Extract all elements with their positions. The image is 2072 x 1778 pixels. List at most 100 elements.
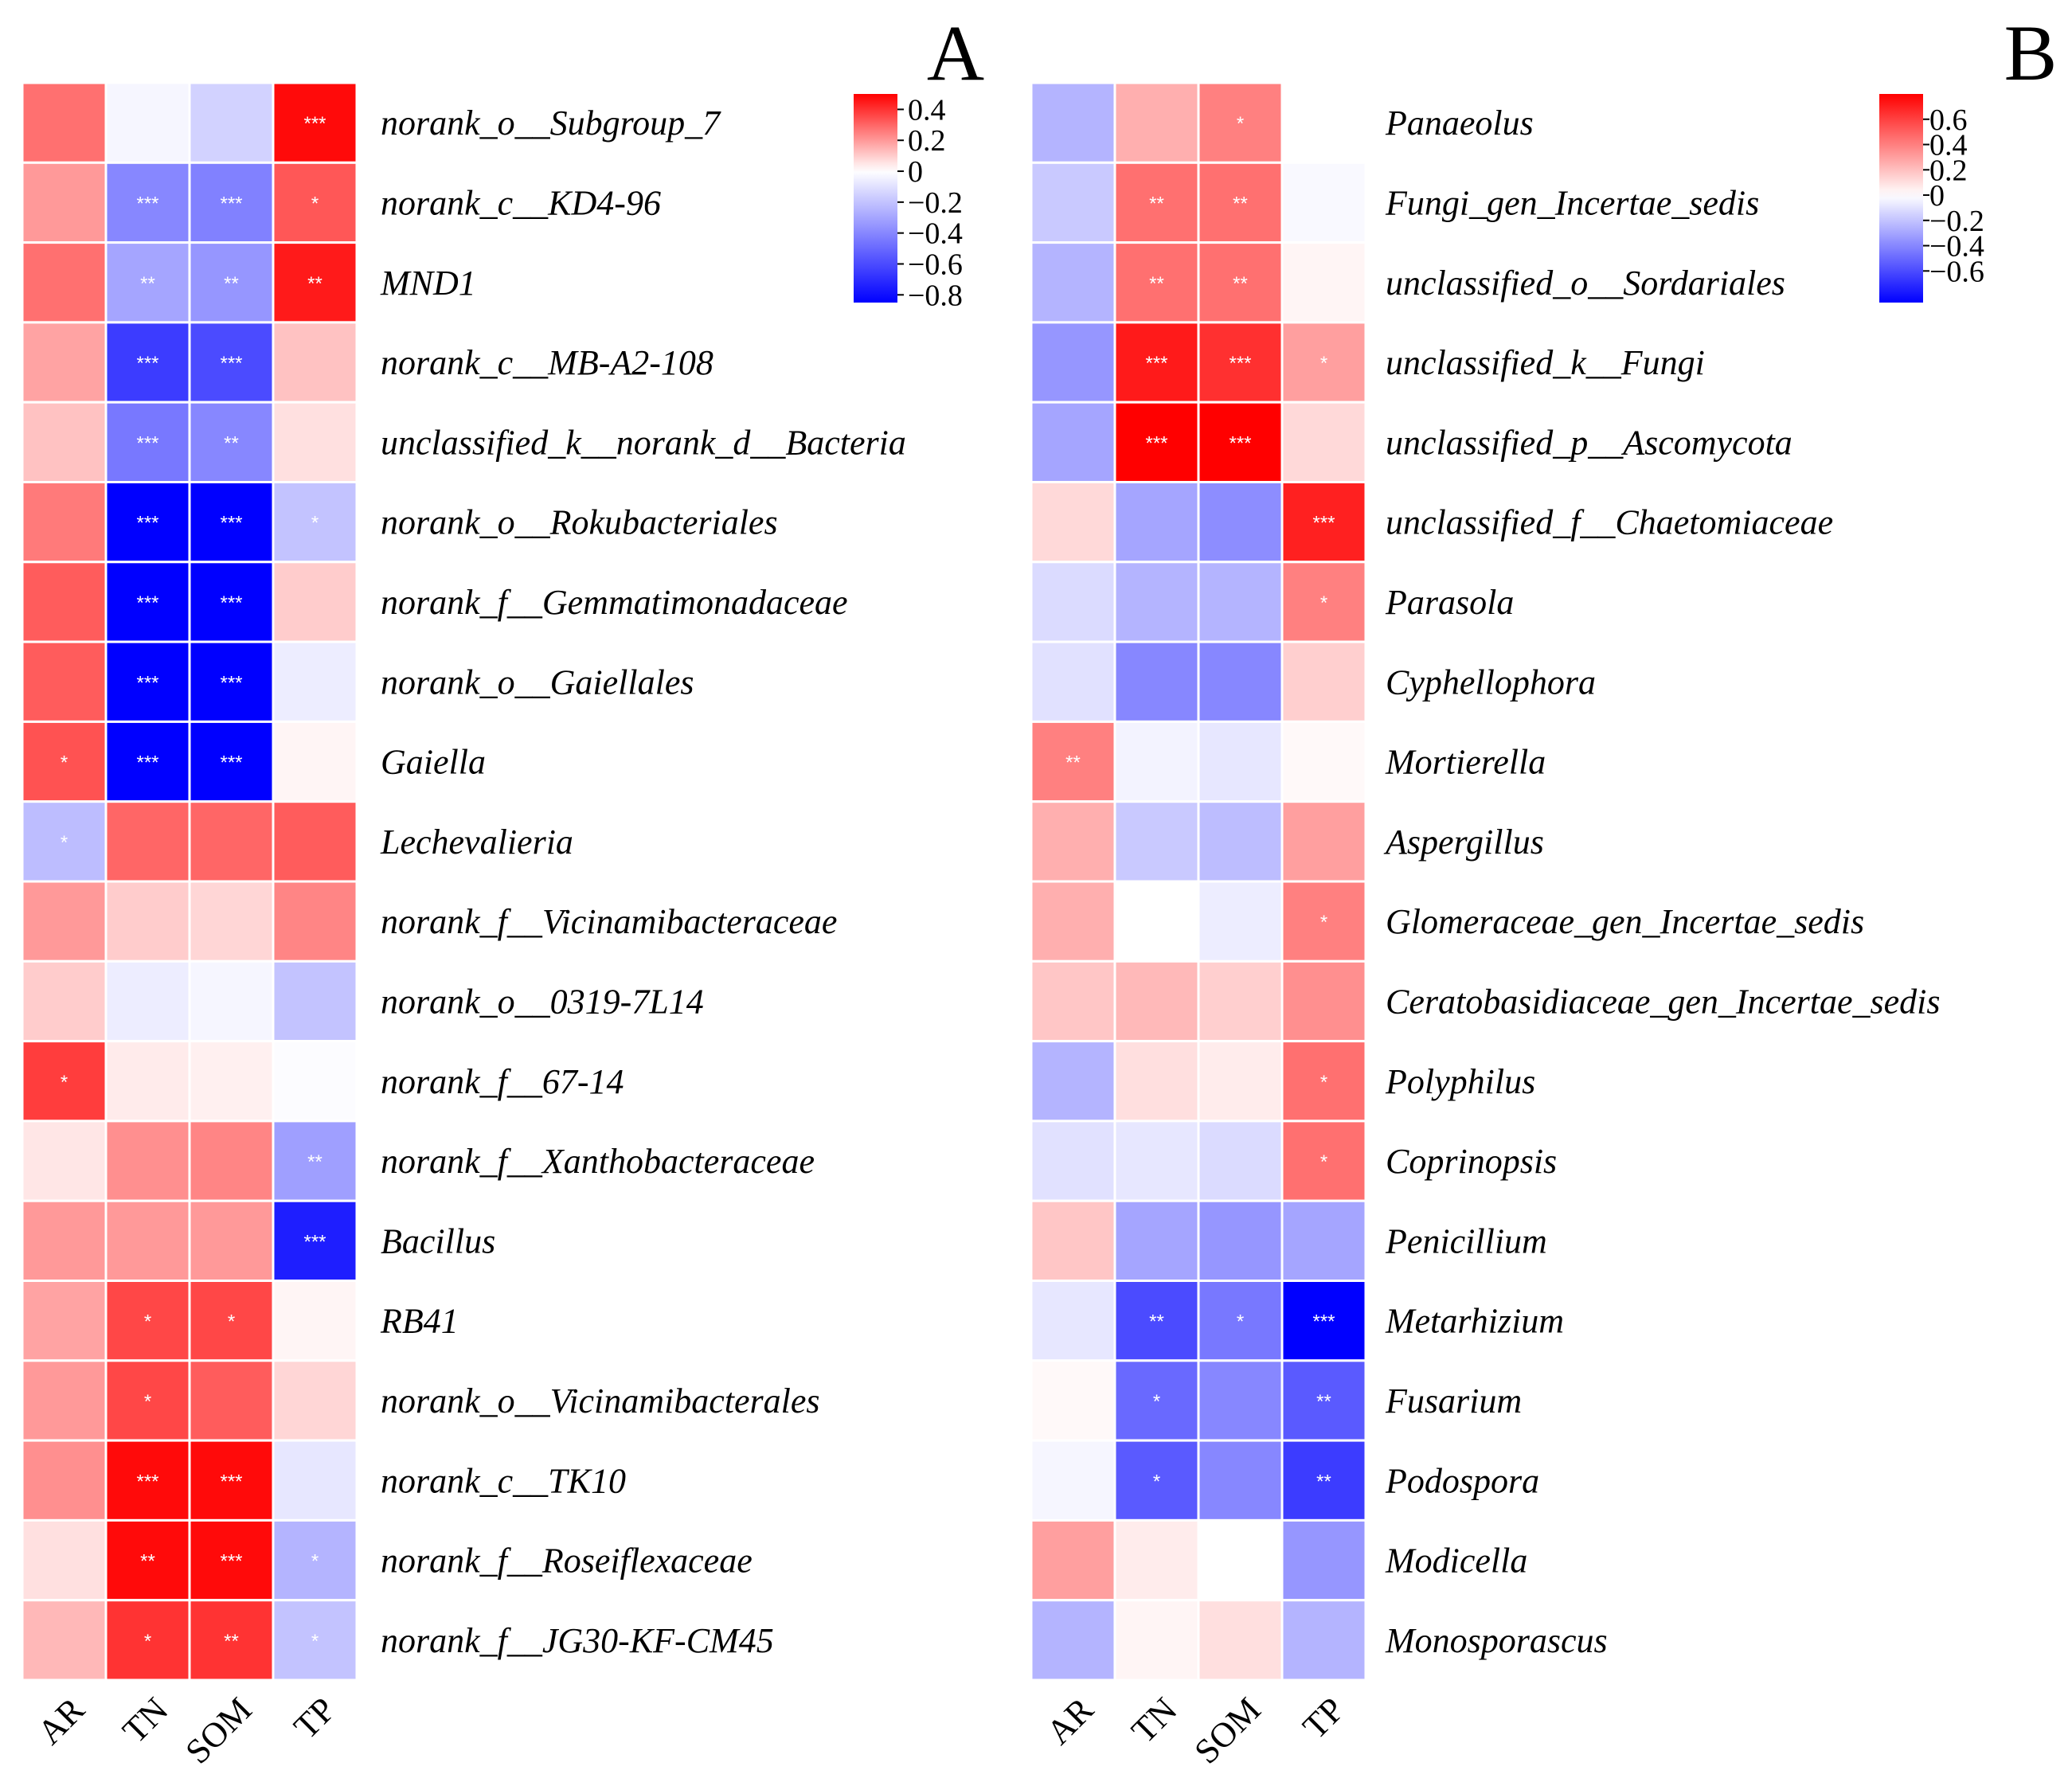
heatmap-cell <box>104 1199 191 1282</box>
heatmap-cell <box>21 1359 108 1442</box>
significance-mark: * <box>311 1631 319 1652</box>
heatmap-cell <box>272 481 358 564</box>
heatmap-cell <box>1280 1439 1367 1522</box>
heatmap-panel-a: ****** *** *** ** ***** ****** ***** *** **** ***… <box>21 9 984 1772</box>
significance-mark: * <box>61 752 68 774</box>
heatmap-cell <box>272 1359 358 1442</box>
significance-mark: *** <box>136 1471 158 1492</box>
row-label: Gaiella <box>381 743 486 782</box>
heatmap-cell <box>272 1280 358 1362</box>
heatmap-cell <box>104 1439 191 1522</box>
heatmap-cell <box>21 321 108 404</box>
heatmap-cell <box>1030 561 1116 643</box>
row-label: unclassified_k__Fungi <box>1386 343 1705 382</box>
heatmap-cell <box>1197 81 1284 164</box>
heatmap-cell <box>1197 561 1284 643</box>
row-label: Ceratobasidiaceae_gen_Incertae_sedis <box>1386 982 1941 1021</box>
heatmap-cell <box>1113 481 1200 564</box>
significance-mark: * <box>144 1391 151 1413</box>
row-label: Mortierella <box>1385 743 1546 782</box>
row-label: norank_c__KD4-96 <box>381 183 661 222</box>
heatmap-cell <box>1030 241 1116 324</box>
heatmap-cell <box>1030 959 1116 1043</box>
heatmap-cell <box>1030 401 1116 484</box>
significance-mark: * <box>311 513 319 534</box>
column-label: TP <box>287 1690 343 1746</box>
heatmap-cell <box>1113 401 1200 484</box>
row-label: unclassified_f__Chaetomiaceae <box>1386 503 1833 542</box>
heatmap-cell <box>1280 401 1367 484</box>
heatmap-panel-b: *** **** ***** *** **** ************** * **** **… <box>1030 9 2058 1772</box>
column-label: SOM <box>1187 1690 1268 1771</box>
heatmap-cell <box>188 720 275 803</box>
heatmap-cell <box>188 1120 275 1202</box>
significance-mark: * <box>61 1072 68 1093</box>
significance-mark: *** <box>220 592 242 614</box>
significance-mark: *** <box>1145 353 1167 374</box>
heatmap-cell <box>104 401 191 484</box>
heatmap-cell <box>1113 1439 1200 1522</box>
significance-mark: *** <box>220 672 242 694</box>
heatmap-cell <box>1197 481 1284 564</box>
heatmap-cell <box>272 800 358 883</box>
significance-mark: * <box>1237 1311 1244 1333</box>
heatmap-cell <box>1197 959 1284 1043</box>
significance-mark: *** <box>136 193 158 214</box>
heatmap-cell <box>1197 1518 1284 1602</box>
significance-mark: *** <box>220 193 242 214</box>
color-bar-tick-label: −0.2 <box>1929 205 1984 238</box>
heatmap-cell <box>1197 1599 1284 1682</box>
heatmap-cell <box>21 81 108 164</box>
significance-mark: *** <box>136 672 158 694</box>
significance-mark: *** <box>136 752 158 774</box>
heatmap-cell <box>1030 1518 1116 1602</box>
heatmap-cell <box>1280 1599 1367 1682</box>
color-bar-tick-label: 0.4 <box>908 93 946 127</box>
significance-mark: ** <box>224 432 239 454</box>
row-label: Glomeraceae_gen_Incertae_sedis <box>1386 902 1864 941</box>
significance-mark: * <box>1320 1151 1327 1173</box>
heatmap-cell <box>21 1040 108 1123</box>
heatmap-cell <box>188 1599 275 1682</box>
heatmap-cell <box>272 1518 358 1602</box>
heatmap-cell <box>1030 720 1116 803</box>
heatmap-cell <box>21 720 108 803</box>
heatmap-cell <box>21 800 108 883</box>
row-label: norank_o__0319-7L14 <box>381 982 704 1021</box>
heatmap-cell <box>272 321 358 404</box>
row-label: unclassified_o__Sordariales <box>1386 264 1785 303</box>
heatmap-cell <box>1113 81 1200 164</box>
color-bar-tick-label: 0.4 <box>1929 129 1968 162</box>
heatmap-cell <box>104 481 191 564</box>
row-label: norank_c__TK10 <box>381 1461 626 1500</box>
significance-mark: ** <box>1149 1311 1164 1333</box>
significance-mark: *** <box>1145 432 1167 454</box>
heatmap-cell <box>1280 1120 1367 1202</box>
heatmap-cell <box>1197 161 1284 244</box>
heatmap-cell <box>104 1518 191 1602</box>
column-label: SOM <box>178 1690 259 1771</box>
heatmap-cell <box>1113 880 1200 963</box>
heatmap-cell <box>21 561 108 643</box>
significance-mark: * <box>1320 592 1327 614</box>
heatmap-cell <box>1280 481 1367 564</box>
heatmap-cell <box>104 321 191 404</box>
row-label: Podospora <box>1385 1461 1539 1500</box>
row-label: norank_f__Roseiflexaceae <box>381 1542 753 1581</box>
column-label: TP <box>1296 1690 1352 1746</box>
panel-letter: B <box>2004 9 2058 97</box>
heatmap-cell <box>1197 720 1284 803</box>
heatmap-cell <box>1197 1359 1284 1442</box>
heatmap-cell <box>1030 481 1116 564</box>
heatmap-cell <box>1280 241 1367 324</box>
heatmap-cell <box>188 1040 275 1123</box>
row-label: Penicillium <box>1385 1221 1547 1260</box>
row-label: norank_o__Vicinamibacterales <box>381 1381 820 1420</box>
heatmap-cell <box>188 880 275 963</box>
heatmap-cell <box>1197 321 1284 404</box>
heatmap-cell <box>1197 800 1284 883</box>
color-bar-tick-label: −0.2 <box>908 186 963 220</box>
row-label: norank_f__Xanthobacteraceae <box>381 1142 815 1181</box>
row-label: MND1 <box>380 264 476 303</box>
color-bar-tick-label: 0.2 <box>1929 154 1968 187</box>
